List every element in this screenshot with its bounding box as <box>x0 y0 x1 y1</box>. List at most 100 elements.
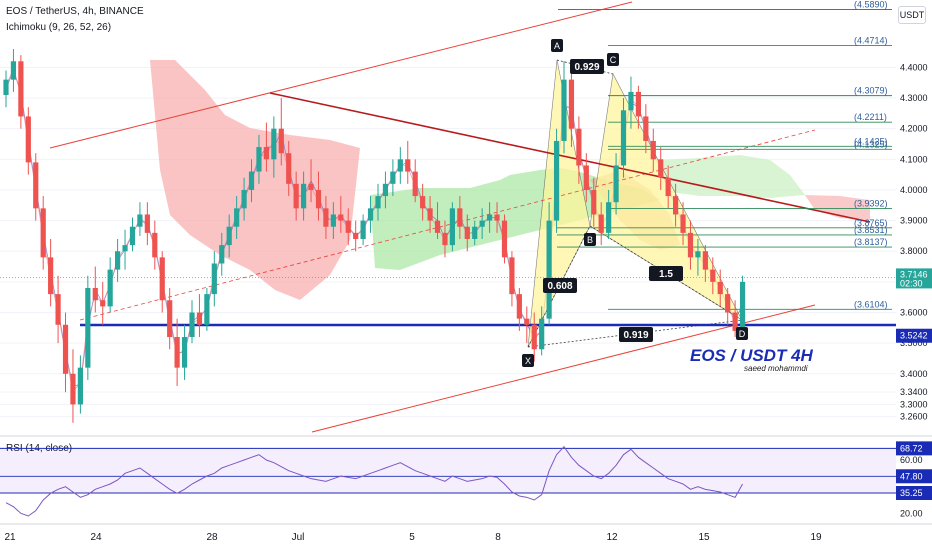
candle-body <box>323 208 329 227</box>
fib-level-label: (4.1325) <box>854 139 888 149</box>
candle-body <box>576 128 582 166</box>
candle-body <box>152 232 158 258</box>
price-tick-label: 4.1000 <box>900 154 928 164</box>
price-tick-label: 3.6000 <box>900 308 928 318</box>
candle-body <box>234 208 240 227</box>
time-tick-label: 21 <box>4 532 16 543</box>
price-axis: 3.26003.30003.34003.40003.50003.60003.70… <box>896 62 932 422</box>
price-tick-label: 3.9000 <box>900 216 928 226</box>
pattern-point-marker <box>736 327 748 340</box>
price-tick-label: 3.5000 <box>900 338 928 348</box>
candle-body <box>501 220 508 258</box>
price-tick-label: 3.8000 <box>900 246 928 256</box>
pattern-point-marker <box>551 39 563 52</box>
candle-body <box>516 294 522 319</box>
candle-body <box>301 183 307 209</box>
candle-body <box>25 116 31 163</box>
candle-body <box>524 318 530 325</box>
price-tick-label: 3.2600 <box>900 412 928 422</box>
fib-level-label: (3.8765) <box>854 218 888 228</box>
candle-body <box>338 214 344 221</box>
price-tick-label: 4.4000 <box>900 62 928 72</box>
candle-body <box>100 300 106 307</box>
candle-body <box>479 220 485 227</box>
candle-body <box>568 79 575 129</box>
pattern-ratio-marker <box>649 266 683 281</box>
candle-body <box>278 128 284 154</box>
candle-body <box>3 79 9 95</box>
candle-body <box>315 189 322 209</box>
candle-body <box>658 159 664 178</box>
pattern-point-label: D <box>739 329 746 339</box>
candle-body <box>40 208 46 258</box>
time-tick-label: 24 <box>90 532 102 543</box>
candle-body <box>427 208 433 221</box>
rsi-level-value: 35.25 <box>900 488 923 498</box>
support-price-value: 3.5242 <box>900 331 928 341</box>
candle-body <box>665 177 671 197</box>
candle-body <box>628 91 634 111</box>
candle-body <box>211 263 217 295</box>
cloud-bearish-future <box>805 195 870 220</box>
candle-body <box>263 147 269 160</box>
candle-body <box>531 324 537 350</box>
price-tick-label: 4.0000 <box>900 185 928 195</box>
candle-body <box>360 220 366 239</box>
fib-level-label: (4.5890) <box>854 0 888 9</box>
watermark-author: saeed mohammdi <box>744 364 808 373</box>
candle-body <box>546 220 552 319</box>
candle-body <box>353 232 359 239</box>
pattern-ratio-label: 1.5 <box>659 269 673 280</box>
pattern-point-label: X <box>525 356 531 366</box>
last-price-value: 3.7146 <box>900 269 928 279</box>
watermark-title: EOS / USDT 4H <box>690 346 813 365</box>
cloud-bullish-future <box>660 155 805 198</box>
candle-body <box>286 153 292 184</box>
candle-body <box>420 196 426 209</box>
candle-body <box>710 269 716 282</box>
candle-body <box>591 189 597 215</box>
price-tick-label: 3.3000 <box>900 399 928 409</box>
candle-body <box>732 312 738 331</box>
currency-button[interactable]: USDT <box>898 6 926 24</box>
time-axis: 21 24 28 Jul 5 8 12 15 19 <box>0 523 932 543</box>
fib-level-label: (3.6104) <box>854 299 888 309</box>
channel-upper <box>49 1 633 149</box>
candle-body <box>673 196 679 215</box>
candle-body <box>375 196 381 209</box>
rsi-band <box>0 448 896 493</box>
pattern-point-marker <box>607 53 619 66</box>
pattern-point-marker <box>584 233 596 246</box>
fib-level-label: (4.4714) <box>854 36 888 46</box>
candle-body <box>702 251 708 270</box>
price-tick-label: 4.2000 <box>900 124 928 134</box>
indicator-legend[interactable]: Ichimoku (9, 26, 52, 26) <box>6 22 112 33</box>
candle-body <box>367 208 374 221</box>
candle-body <box>241 189 247 209</box>
candle-body <box>293 183 299 209</box>
candle-body <box>271 128 277 160</box>
rsi-level-badge <box>896 469 932 484</box>
time-tick-label: 5 <box>409 532 415 543</box>
candle-body <box>226 226 232 246</box>
candle-body <box>606 202 612 233</box>
candle-body <box>345 220 351 233</box>
fib-level-label: (3.9392) <box>854 199 888 209</box>
candle-body <box>442 232 448 246</box>
drawn-trendlines <box>0 1 896 433</box>
candle-body <box>129 226 136 246</box>
candle-body <box>92 288 98 301</box>
symbol-title: EOS / TetherUS, 4h, BINANCE <box>6 6 144 17</box>
candle-body <box>204 294 210 325</box>
time-tick-label: 8 <box>495 532 501 543</box>
time-tick-label: Jul <box>292 532 305 543</box>
candle-body <box>687 232 694 258</box>
candle-body <box>620 110 627 166</box>
candle-body <box>583 165 589 190</box>
grid-lines <box>0 66 896 418</box>
candle-body <box>613 165 619 203</box>
rsi-level-value: 68.72 <box>900 443 923 453</box>
candle-body <box>412 171 418 197</box>
